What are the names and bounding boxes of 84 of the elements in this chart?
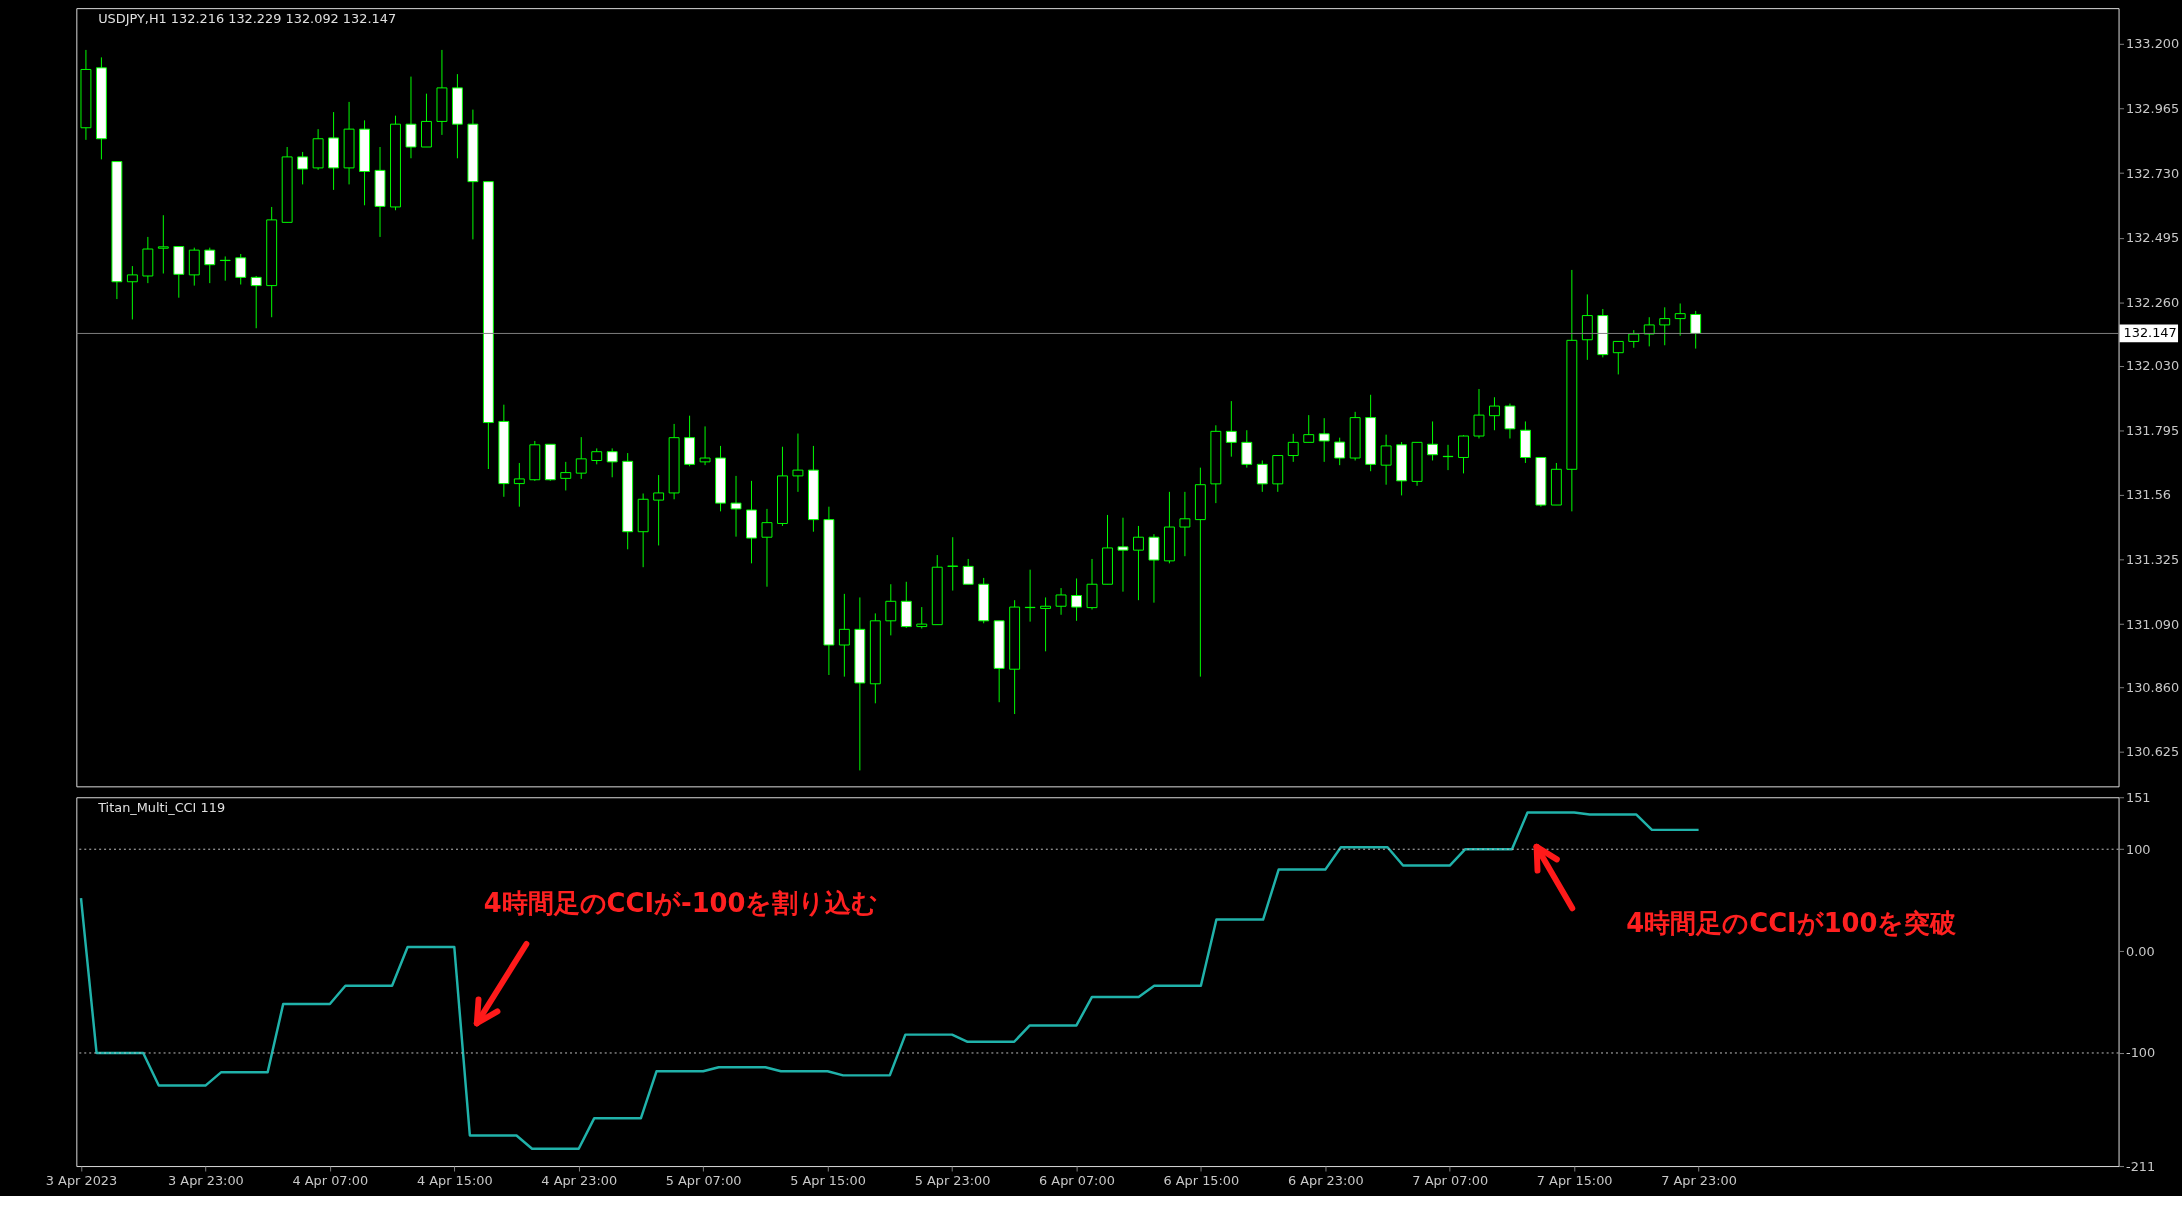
candlestick: [560, 461, 572, 491]
candlestick: [250, 275, 262, 329]
candlestick: [1334, 437, 1346, 466]
y-tick-label: -100: [2125, 1045, 2156, 1061]
candlestick: [204, 247, 216, 284]
candlestick: [699, 425, 711, 466]
y-tick-label: 133.200: [2125, 36, 2180, 52]
candlestick: [792, 433, 804, 493]
y-tick-label: 130.860: [2125, 679, 2180, 695]
x-tick-label: 6 Apr 15:00: [1163, 1173, 1240, 1189]
x-tick-label: 4 Apr 23:00: [541, 1173, 618, 1189]
y-tick-label: 130.625: [2125, 744, 2180, 760]
candlestick: [1612, 340, 1624, 375]
x-tick-label: 5 Apr 15:00: [790, 1173, 866, 1189]
candlestick: [730, 475, 742, 538]
candlestick: [575, 436, 587, 480]
ref-line-label: 132.147: [2123, 325, 2177, 341]
x-tick-label: 6 Apr 07:00: [1039, 1173, 1115, 1189]
candlestick: [157, 214, 169, 274]
y-tick-label: 132.965: [2125, 100, 2180, 116]
candlestick: [405, 76, 417, 159]
candlestick: [1148, 533, 1160, 604]
x-tick-label: 4 Apr 07:00: [292, 1173, 369, 1189]
candlestick: [947, 536, 959, 592]
chart-title: Titan_Multi_CCI 119: [97, 800, 226, 816]
candlestick: [1504, 403, 1516, 439]
candlestick: [1473, 388, 1485, 439]
x-tick-label: 7 Apr 07:00: [1412, 1173, 1489, 1189]
chart-title: USDJPY,H1 132.216 132.229 132.092 132.147: [98, 11, 397, 27]
candlestick: [653, 474, 665, 546]
candlestick: [1071, 577, 1082, 622]
candlestick: [1040, 596, 1052, 652]
candlestick: [1055, 587, 1067, 616]
candlestick: [235, 253, 247, 285]
x-tick-label: 3 Apr 2023: [45, 1173, 118, 1189]
candlestick: [761, 508, 773, 588]
candlestick: [885, 583, 897, 636]
candlestick: [1303, 414, 1315, 443]
x-tick-label: 5 Apr 07:00: [665, 1173, 742, 1189]
y-tick-label: 151: [2125, 789, 2151, 805]
y-tick-label: 132.495: [2125, 230, 2180, 246]
x-tick-label: 4 Apr 15:00: [416, 1173, 493, 1189]
candlestick: [838, 593, 850, 678]
y-tick-label: 132.030: [2125, 358, 2180, 374]
candlestick: [916, 606, 928, 630]
y-tick-label: 100: [2125, 841, 2151, 857]
y-tick-label: 131.090: [2125, 616, 2180, 632]
candlestick: [1256, 460, 1268, 493]
x-tick-label: 7 Apr 23:00: [1661, 1173, 1737, 1189]
candlestick: [297, 151, 309, 185]
candlestick: [1225, 400, 1237, 458]
candlestick: [1241, 429, 1253, 469]
annotation: 4時間足のCCIが100を突破: [1626, 908, 1958, 939]
annotation: 4時間足のCCIが-100を割り込む: [483, 888, 879, 919]
y-tick-label: 132.730: [2125, 165, 2180, 181]
candlestick: [1133, 525, 1144, 601]
y-tick-label: 132.260: [2125, 294, 2180, 310]
y-tick-label: 131.56: [2125, 487, 2172, 503]
candlestick: [1318, 417, 1330, 463]
candlestick: [1674, 302, 1686, 337]
candlestick: [1442, 444, 1454, 471]
candlestick: [1489, 396, 1500, 431]
x-tick-label: 5 Apr 23:00: [914, 1173, 991, 1189]
y-tick-label: -211: [2125, 1158, 2156, 1174]
candlestick: [513, 462, 525, 508]
candlestick: [1458, 434, 1469, 474]
candlestick: [1179, 491, 1191, 557]
candlestick: [962, 558, 974, 585]
x-tick-label: 7 Apr 15:00: [1536, 1173, 1613, 1189]
candlestick: [1287, 433, 1299, 463]
candlestick: [606, 447, 618, 478]
x-tick-label: 6 Apr 23:00: [1287, 1173, 1364, 1189]
candlestick: [1690, 310, 1702, 350]
candlestick: [1643, 316, 1655, 347]
candlestick: [126, 265, 138, 320]
candlestick: [1659, 306, 1671, 346]
y-tick-label: 131.795: [2125, 422, 2180, 438]
x-tick-label: 3 Apr 23:00: [168, 1173, 244, 1189]
y-tick-label: 0.00: [2125, 943, 2155, 959]
candlestick: [1117, 517, 1129, 593]
candlestick: [1427, 420, 1439, 461]
y-tick-label: 131.325: [2125, 551, 2180, 567]
candlestick: [1380, 434, 1392, 486]
candlestick: [1086, 558, 1098, 611]
